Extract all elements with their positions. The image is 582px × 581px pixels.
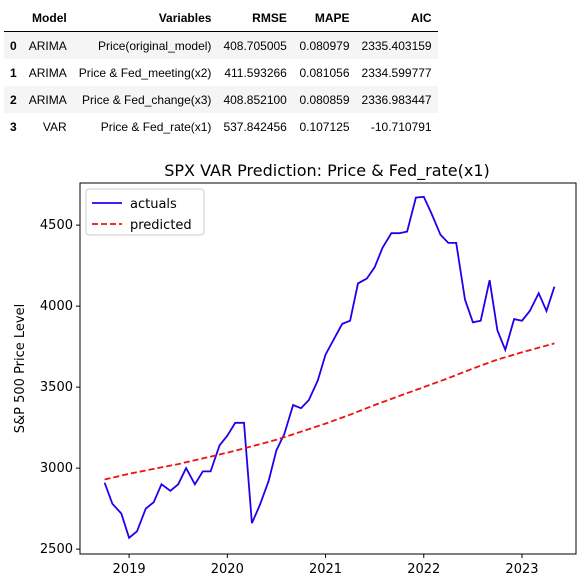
table-row: 3 VAR Price & Fed_rate(x1) 537.842456 0.… bbox=[4, 113, 438, 140]
cell-variables: Price(original_model) bbox=[98, 38, 212, 53]
cell-rmse: 408.705005 bbox=[223, 38, 287, 53]
series-line-actuals bbox=[103, 195, 556, 540]
y-tick-label: 3000 bbox=[40, 461, 73, 476]
cell-aic: -10.710791 bbox=[370, 119, 432, 134]
cell-mape: 0.107125 bbox=[299, 119, 350, 134]
x-tick-label: 2021 bbox=[309, 562, 342, 577]
cell-model: ARIMA bbox=[28, 92, 67, 107]
row-index: 3 bbox=[10, 119, 17, 134]
x-tick-label: 2020 bbox=[211, 562, 244, 577]
col-header-model: Model bbox=[32, 10, 67, 25]
table-row: 2 ARIMA Price & Fed_change(x3) 408.85210… bbox=[4, 86, 438, 113]
row-index: 0 bbox=[10, 38, 17, 53]
plot-frame bbox=[79, 182, 577, 555]
cell-variables: Price & Fed_change(x3) bbox=[82, 92, 212, 107]
col-header-rmse: RMSE bbox=[252, 10, 287, 25]
cell-aic: 2334.599777 bbox=[361, 65, 432, 80]
y-tick-label: 2500 bbox=[40, 542, 73, 557]
table-header-row: Model Variables RMSE MAPE AIC bbox=[4, 4, 438, 32]
cell-model: ARIMA bbox=[28, 65, 67, 80]
y-tick-label: 3500 bbox=[40, 380, 73, 395]
table-row: 1 ARIMA Price & Fed_meeting(x2) 411.5932… bbox=[4, 59, 438, 86]
cell-variables: Price & Fed_meeting(x2) bbox=[78, 65, 212, 80]
cell-aic: 2336.983447 bbox=[361, 92, 432, 107]
col-header-aic: AIC bbox=[410, 10, 432, 25]
x-tick-label: 2023 bbox=[505, 562, 538, 577]
legend: actuals predicted bbox=[85, 188, 205, 236]
col-header-index bbox=[4, 4, 23, 32]
y-tick-label: 4500 bbox=[40, 218, 73, 233]
col-header-variables: Variables bbox=[158, 10, 212, 25]
series-line-predicted bbox=[104, 342, 555, 481]
cell-model: ARIMA bbox=[28, 38, 67, 53]
row-index: 2 bbox=[10, 92, 17, 107]
x-tick-label: 2022 bbox=[407, 562, 440, 577]
cell-model: VAR bbox=[42, 119, 67, 134]
cell-mape: 0.080979 bbox=[299, 38, 350, 53]
price-chart: SPX VAR Prediction: Price & Fed_rate(x1)… bbox=[13, 161, 577, 577]
table-row: 0 ARIMA Price(original_model) 408.705005… bbox=[4, 31, 438, 59]
cell-mape: 0.081056 bbox=[299, 65, 350, 80]
x-tick-label: 2019 bbox=[113, 562, 146, 577]
chart-title: SPX VAR Prediction: Price & Fed_rate(x1) bbox=[164, 161, 490, 181]
cell-rmse: 537.842456 bbox=[223, 119, 287, 134]
col-header-mape: MAPE bbox=[314, 10, 350, 25]
cell-rmse: 411.593266 bbox=[224, 65, 287, 80]
y-tick-label: 4000 bbox=[40, 299, 73, 314]
cell-rmse: 408.852100 bbox=[223, 92, 287, 107]
row-index: 1 bbox=[10, 65, 17, 80]
legend-label-actuals: actuals bbox=[130, 197, 177, 212]
cell-aic: 2335.403159 bbox=[361, 38, 432, 53]
results-table: Model Variables RMSE MAPE AIC 0 ARIMA Pr… bbox=[4, 4, 438, 140]
y-axis-label: S&P 500 Price Level bbox=[13, 304, 28, 433]
legend-label-predicted: predicted bbox=[130, 218, 192, 233]
cell-variables: Price & Fed_rate(x1) bbox=[100, 119, 212, 134]
cell-mape: 0.080859 bbox=[299, 92, 350, 107]
